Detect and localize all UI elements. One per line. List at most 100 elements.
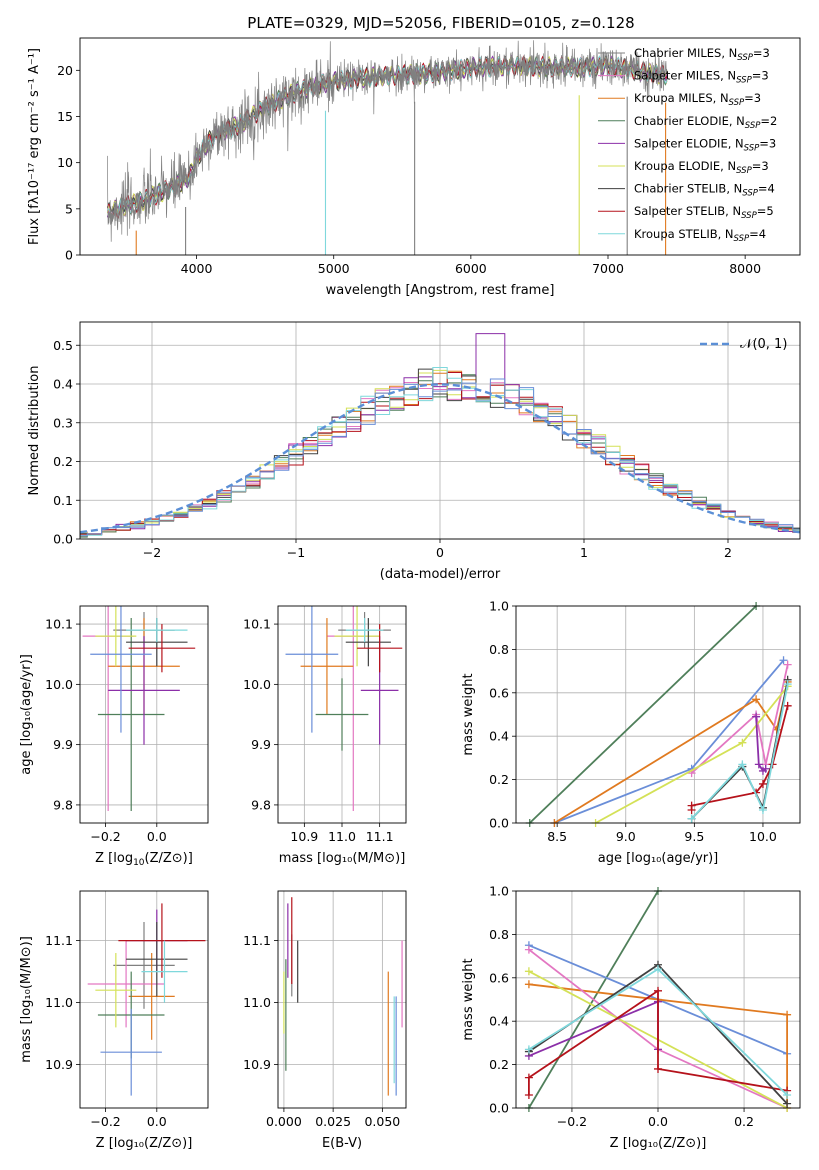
y-tick-label: 0.2: [53, 454, 73, 469]
y-tick-label: 0.8: [489, 642, 509, 657]
y-tick-label: 10.9: [45, 1057, 73, 1072]
legend-value: =4: [749, 227, 766, 241]
y-tick-label: 5: [65, 201, 73, 216]
y-tick-label: 9.9: [251, 737, 271, 752]
legend-subscript: SSP: [742, 189, 758, 199]
x-axis-label-main: Z [log: [95, 851, 133, 866]
axes-frame: [277, 890, 407, 1109]
legend-value: =5: [757, 204, 774, 218]
y-tick-label: 10.0: [45, 677, 73, 692]
x-tick-label: −1: [287, 545, 305, 560]
spectrum-panel: 4000 5000 6000 7000 8000 0 5 10 15 20 wavelength […: [27, 37, 801, 298]
y-axis-label: mass weight: [461, 958, 476, 1040]
weight-point-marker: [524, 1045, 533, 1054]
legend-value: =3: [759, 136, 776, 150]
legend-value: =3: [752, 69, 769, 83]
x-tick-label: 11.1: [366, 829, 394, 844]
y-tick-label: 1.0: [489, 599, 509, 614]
weight-point-marker: [524, 967, 533, 976]
x-tick-label: 0.000: [266, 1114, 302, 1129]
y-tick-label: 0.0: [489, 816, 509, 831]
x-tick-label: 8.5: [547, 829, 567, 844]
y-tick-label: 0.4: [489, 1014, 509, 1029]
legend-label: Kroupa STELIB, N: [634, 227, 734, 241]
y-tick-label: 1.0: [489, 884, 509, 899]
weight-point-marker: [783, 701, 792, 710]
legend-subscript: SSP: [744, 143, 760, 153]
y-tick-label: 11.0: [45, 995, 73, 1010]
x-tick-label: 0.0: [147, 1114, 167, 1129]
y-tick-label: 10: [57, 155, 73, 170]
y-tick-label: 0.0: [53, 532, 73, 547]
y-tick-label: 0.4: [53, 377, 73, 392]
weight-point-marker: [783, 660, 792, 669]
x-tick-label: 0.050: [364, 1114, 400, 1129]
weight-point-marker: [752, 695, 761, 704]
axes-frame: [277, 605, 407, 824]
x-axis-label: (data-model)/error: [380, 567, 501, 582]
legend-subscript: SSP: [745, 121, 761, 131]
x-axis-label: Z [log₁₀(Z/Z⊙)]: [96, 1136, 193, 1151]
legend-subscript: SSP: [741, 211, 757, 221]
x-tick-label: 0: [436, 545, 444, 560]
x-tick-label: 7000: [592, 261, 624, 276]
age-vs-mass-panel: 10.9 11.0 11.1 9.8 9.9 10.0 10.1 mass [log₁₀(M/…: [243, 605, 407, 866]
y-tick-label: 0.1: [53, 493, 73, 508]
x-tick-label: 9.5: [684, 829, 704, 844]
weight-series-line: [553, 681, 789, 823]
weight-point-marker: [779, 656, 788, 665]
legend-label: Kroupa ELODIE, N: [634, 159, 736, 173]
y-tick-label: 10.1: [45, 617, 73, 632]
x-tick-label: 10.0: [749, 829, 777, 844]
weight-point-marker: [783, 1099, 792, 1108]
y-tick-label: 11.1: [243, 933, 271, 948]
x-tick-label: 2: [724, 545, 732, 560]
weight-series-line: [690, 679, 789, 820]
residual-histogram: [80, 367, 800, 536]
legend-value: =3: [753, 46, 770, 60]
residual-histogram: [80, 378, 800, 537]
legend-entry: Salpeter MILES, NSSP=3: [634, 69, 769, 86]
y-tick-label: 10.0: [243, 677, 271, 692]
y-tick-label: 9.8: [53, 797, 73, 812]
weight-point-marker: [687, 801, 696, 810]
weight-point-marker: [687, 814, 696, 823]
y-tick-label: 9.8: [251, 797, 271, 812]
x-axis-label: Z [log10(Z/Z⊙)]: [95, 851, 193, 868]
legend-entry: Kroupa MILES, NSSP=3: [634, 91, 761, 108]
legend-subscript: SSP: [736, 76, 752, 86]
x-axis-label-tail: (Z/Z⊙)]: [145, 851, 193, 866]
x-axis-label-sub: 10: [133, 858, 145, 868]
legend-entry: Salpeter ELODIE, NSSP=3: [634, 136, 776, 153]
weight-series-line: [554, 659, 785, 823]
x-tick-label: 0.025: [315, 1114, 351, 1129]
legend-label: Salpeter ELODIE, N: [634, 136, 744, 150]
legend-value: =2: [760, 114, 777, 128]
weight-point-marker: [524, 980, 533, 989]
x-tick-label: 6000: [455, 261, 487, 276]
legend-label: Salpeter MILES, N: [634, 69, 736, 83]
weight-vs-metallicity-panel: −0.2 0.0 0.2 0.0 0.2 0.4 0.6 0.8 1.0 Z [log₁₀(Z/Z…: [461, 884, 801, 1151]
y-tick-label: 15: [57, 109, 73, 124]
weight-series-line: [529, 606, 757, 823]
x-tick-label: 8000: [729, 261, 761, 276]
axes-frame: [79, 321, 801, 540]
legend-value: =4: [758, 182, 775, 196]
axes-frame: [79, 605, 209, 824]
legend-subscript: SSP: [734, 234, 750, 244]
y-axis-label: Flux [fλ10⁻¹⁷ erg cm⁻² s⁻¹ A⁻¹]: [27, 48, 42, 245]
legend-label: Salpeter STELIB, N: [634, 204, 741, 218]
legend-entry: Chabrier STELIB, NSSP=4: [634, 182, 775, 199]
mass-vs-ebv-panel: 0.000 0.025 0.050 10.9 11.0 11.1 E(B-V): [243, 890, 407, 1151]
y-tick-label: 0: [65, 248, 73, 263]
x-tick-label: 5000: [318, 261, 350, 276]
legend-entry: Kroupa ELODIE, NSSP=3: [634, 159, 769, 176]
weight-point-marker: [758, 805, 767, 814]
x-tick-label: 0.2: [734, 1114, 754, 1129]
y-tick-label: 11.0: [243, 995, 271, 1010]
y-tick-label: 0.2: [489, 1057, 509, 1072]
x-axis-label: Z [log₁₀(Z/Z⊙)]: [610, 1136, 707, 1151]
x-axis-label: mass [log₁₀(M/M⊙)]: [279, 851, 406, 866]
legend-label: 𝒩(0, 1): [740, 337, 787, 352]
